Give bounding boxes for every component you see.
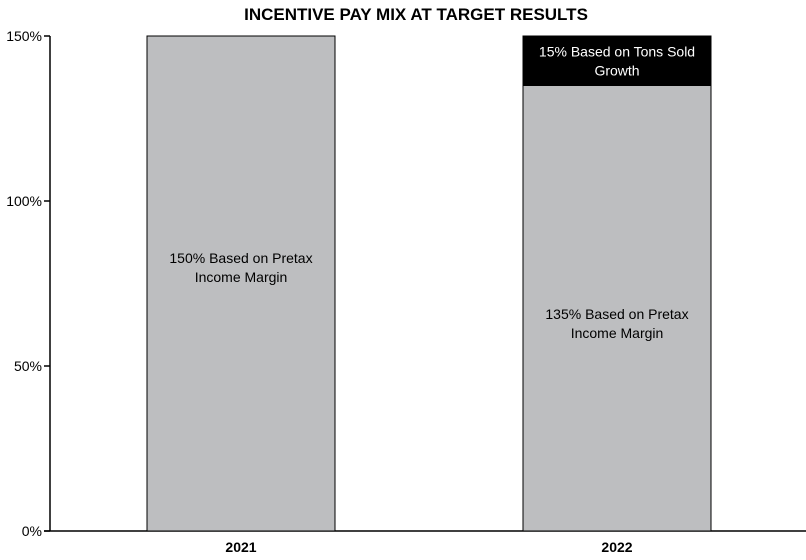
bar-data-label: 135% Based on Pretax xyxy=(545,306,688,322)
x-category-label: 2022 xyxy=(601,539,632,555)
bar-data-label: 150% Based on Pretax xyxy=(169,250,312,266)
plot-area: 0% 50% 100% 150% 150% Based on Pretax Income … xyxy=(6,28,806,555)
y-tick-label: 150% xyxy=(6,28,42,44)
bar-segment xyxy=(146,35,336,532)
y-tick-label: 50% xyxy=(14,358,42,374)
x-category-label: 2021 xyxy=(225,539,256,555)
bar-segment xyxy=(522,85,712,532)
bar-segment xyxy=(522,35,712,86)
bar-data-label: Income Margin xyxy=(571,325,664,341)
bar-data-label: Income Margin xyxy=(195,269,288,285)
chart-title: INCENTIVE PAY MIX AT TARGET RESULTS xyxy=(244,5,588,24)
bar-data-label: 15% Based on Tons Sold xyxy=(539,43,695,59)
bar-data-label: Growth xyxy=(594,62,639,78)
y-tick-label: 0% xyxy=(22,523,42,539)
y-tick-label: 100% xyxy=(6,193,42,209)
